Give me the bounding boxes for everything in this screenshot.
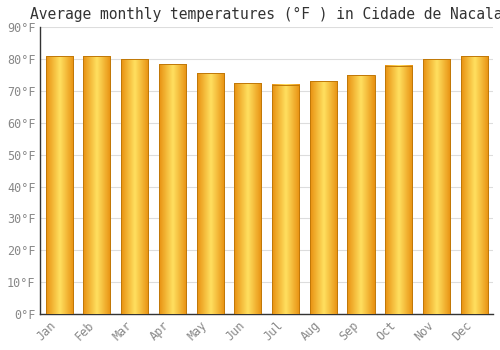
Bar (385, 65, 412, 314)
Bar (196, 74, 224, 314)
Bar (348, 75, 374, 314)
Bar (159, 64, 186, 314)
Bar (272, 85, 299, 314)
Bar (121, 59, 148, 314)
Bar (423, 59, 450, 314)
Bar (46, 56, 73, 314)
Bar (310, 82, 337, 314)
Title: Average monthly temperatures (°F ) in Cidade de Nacala: Average monthly temperatures (°F ) in Ci… (30, 7, 500, 22)
Bar (84, 56, 110, 314)
Bar (460, 56, 488, 314)
Bar (234, 83, 262, 314)
